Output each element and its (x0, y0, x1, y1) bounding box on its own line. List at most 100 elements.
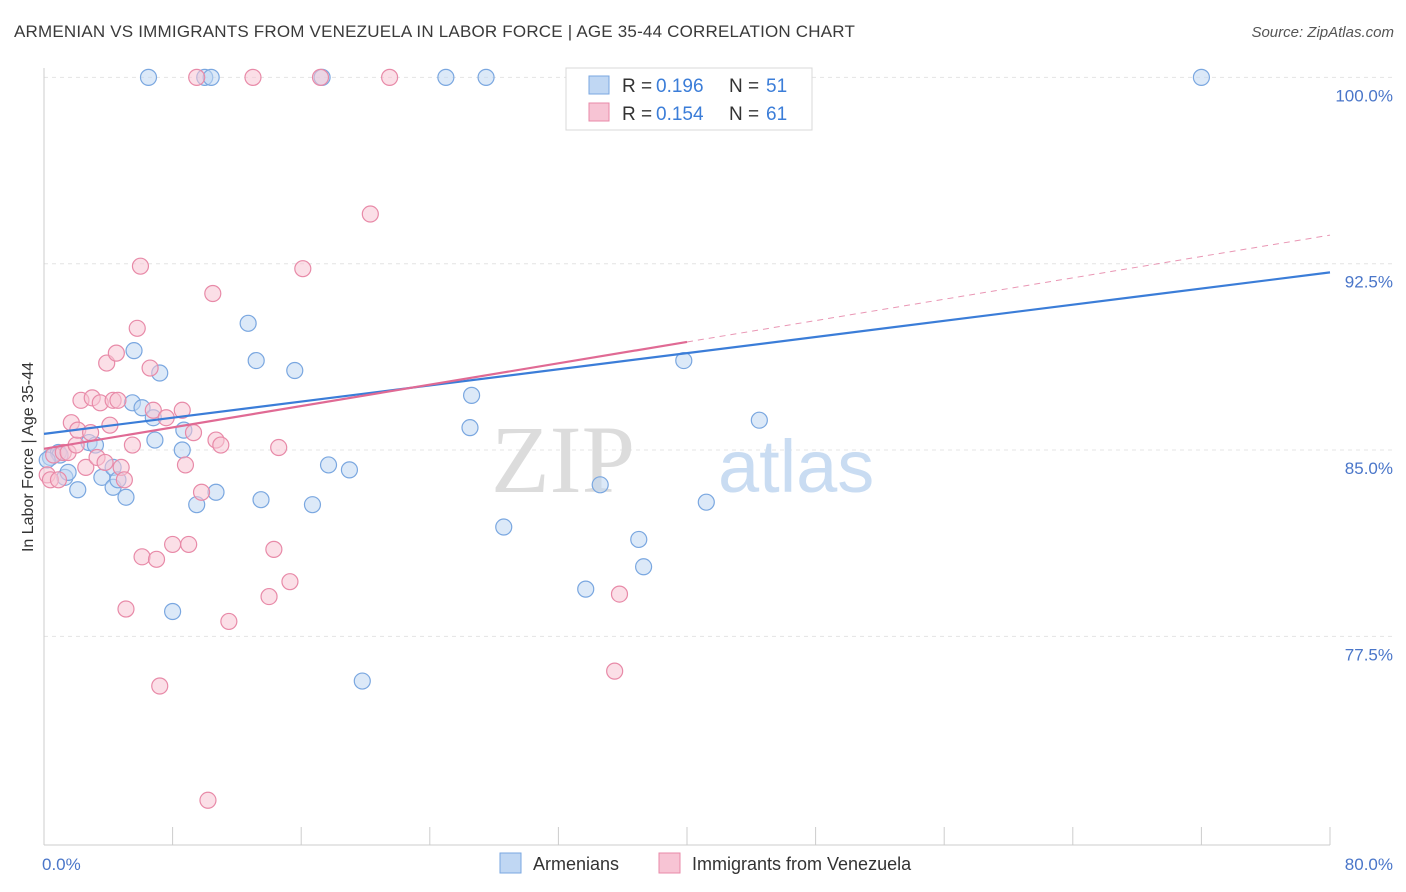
point-venezuela (107, 344, 125, 362)
point-armenians (139, 68, 158, 86)
legend-n-value-1: 61 (766, 104, 787, 125)
legend-r-value-0: 0.196 (656, 76, 704, 97)
point-armenians (125, 342, 143, 360)
point-armenians (634, 558, 653, 576)
point-armenians (630, 530, 648, 549)
chart-title: ARMENIAN VS IMMIGRANTS FROM VENEZUELA IN… (14, 22, 856, 41)
point-armenians (1192, 68, 1211, 86)
watermark: ZIP atlas (491, 406, 874, 513)
y-tick-label: 92.5% (1345, 273, 1393, 292)
point-venezuela (311, 68, 330, 86)
point-armenians (461, 419, 479, 437)
point-armenians (239, 314, 257, 332)
point-armenians (207, 483, 225, 501)
point-armenians (247, 351, 265, 370)
point-venezuela (270, 438, 288, 457)
watermark-zip: ZIP (491, 406, 635, 513)
point-venezuela (610, 585, 629, 603)
point-venezuela (281, 573, 299, 591)
bottom-legend-swatch-armenians (499, 852, 522, 874)
bottom-legend-swatch-venezuela (658, 852, 681, 874)
point-venezuela (265, 540, 283, 558)
point-armenians (577, 580, 595, 598)
point-venezuela (117, 600, 135, 618)
legend-r-label-1: R = (622, 104, 652, 125)
legend-n-label-1: N = (729, 104, 759, 125)
point-armenians (697, 493, 715, 511)
source-label: Source: ZipAtlas.com (1251, 24, 1394, 41)
point-venezuela (131, 257, 150, 275)
point-armenians (146, 431, 164, 449)
point-armenians (286, 361, 304, 380)
point-venezuela (220, 612, 238, 631)
bottom-legend: Armenians Immigrants from Venezuela (499, 852, 912, 874)
point-armenians (340, 461, 359, 479)
point-venezuela (212, 436, 230, 454)
point-venezuela (144, 401, 162, 419)
point-venezuela (141, 359, 159, 377)
y-tick-label: 77.5% (1345, 645, 1393, 664)
trend-line-venezuela (43, 340, 688, 450)
point-venezuela (188, 68, 206, 86)
point-venezuela (151, 677, 169, 695)
legend-swatch-armenians (588, 75, 610, 95)
legend-r-value-1: 0.154 (656, 104, 704, 125)
bottom-legend-label-venezuela: Immigrants from Venezuela (692, 854, 912, 874)
point-venezuela (192, 483, 211, 501)
point-armenians (252, 491, 270, 509)
point-venezuela (49, 471, 68, 489)
point-venezuela (96, 453, 114, 472)
point-armenians (117, 488, 135, 506)
y-axis-title: In Labor Force | Age 35-44 (20, 362, 37, 552)
point-armenians (495, 518, 513, 536)
point-venezuela (128, 319, 146, 337)
bottom-legend-label-armenians: Armenians (533, 854, 619, 874)
point-armenians (353, 672, 371, 690)
point-venezuela (115, 471, 133, 489)
point-armenians (437, 68, 455, 86)
point-venezuela (244, 68, 262, 86)
point-armenians (591, 476, 609, 494)
point-venezuela (133, 548, 151, 566)
trend-line-armenians (43, 271, 1331, 435)
point-venezuela (260, 587, 278, 606)
point-armenians (750, 411, 768, 429)
legend-n-label-0: N = (729, 76, 759, 97)
point-armenians (477, 68, 495, 86)
point-venezuela (109, 391, 127, 409)
point-venezuela (606, 662, 624, 680)
trend-lines (43, 234, 1331, 450)
legend-n-value-0: 51 (766, 76, 787, 97)
y-tick-label: 85.0% (1345, 459, 1393, 478)
x-tick-label-max: 80.0% (1345, 855, 1393, 874)
point-venezuela (164, 535, 182, 554)
legend-swatch-venezuela (588, 102, 610, 122)
point-venezuela (173, 401, 191, 419)
axes: 100.0% 92.5% 85.0% 77.5% 0.0% 80.0% (42, 68, 1393, 874)
watermark-atlas: atlas (718, 425, 874, 508)
point-venezuela (77, 458, 95, 477)
point-venezuela (204, 284, 222, 303)
point-armenians (164, 602, 182, 621)
y-tick-label: 100.0% (1335, 86, 1393, 105)
point-armenians (303, 496, 322, 514)
trend-line-venezuela-extension (686, 234, 1331, 343)
point-armenians (319, 456, 338, 474)
x-tick-label-min: 0.0% (42, 855, 81, 874)
point-armenians (69, 481, 87, 499)
point-venezuela (294, 260, 312, 278)
point-venezuela (180, 535, 198, 554)
point-venezuela (184, 424, 203, 442)
point-venezuela (199, 791, 217, 809)
point-venezuela (381, 68, 399, 86)
point-armenians (462, 386, 481, 404)
grid-lines (44, 76, 1395, 637)
point-venezuela (176, 456, 195, 474)
point-venezuela (361, 205, 379, 223)
point-armenians (202, 68, 220, 86)
point-venezuela (123, 436, 142, 454)
stats-legend: R = 0.196 N = 51 R = 0.154 N = 61 (565, 67, 813, 131)
legend-r-label-0: R = (622, 76, 652, 97)
point-armenians (173, 441, 191, 459)
